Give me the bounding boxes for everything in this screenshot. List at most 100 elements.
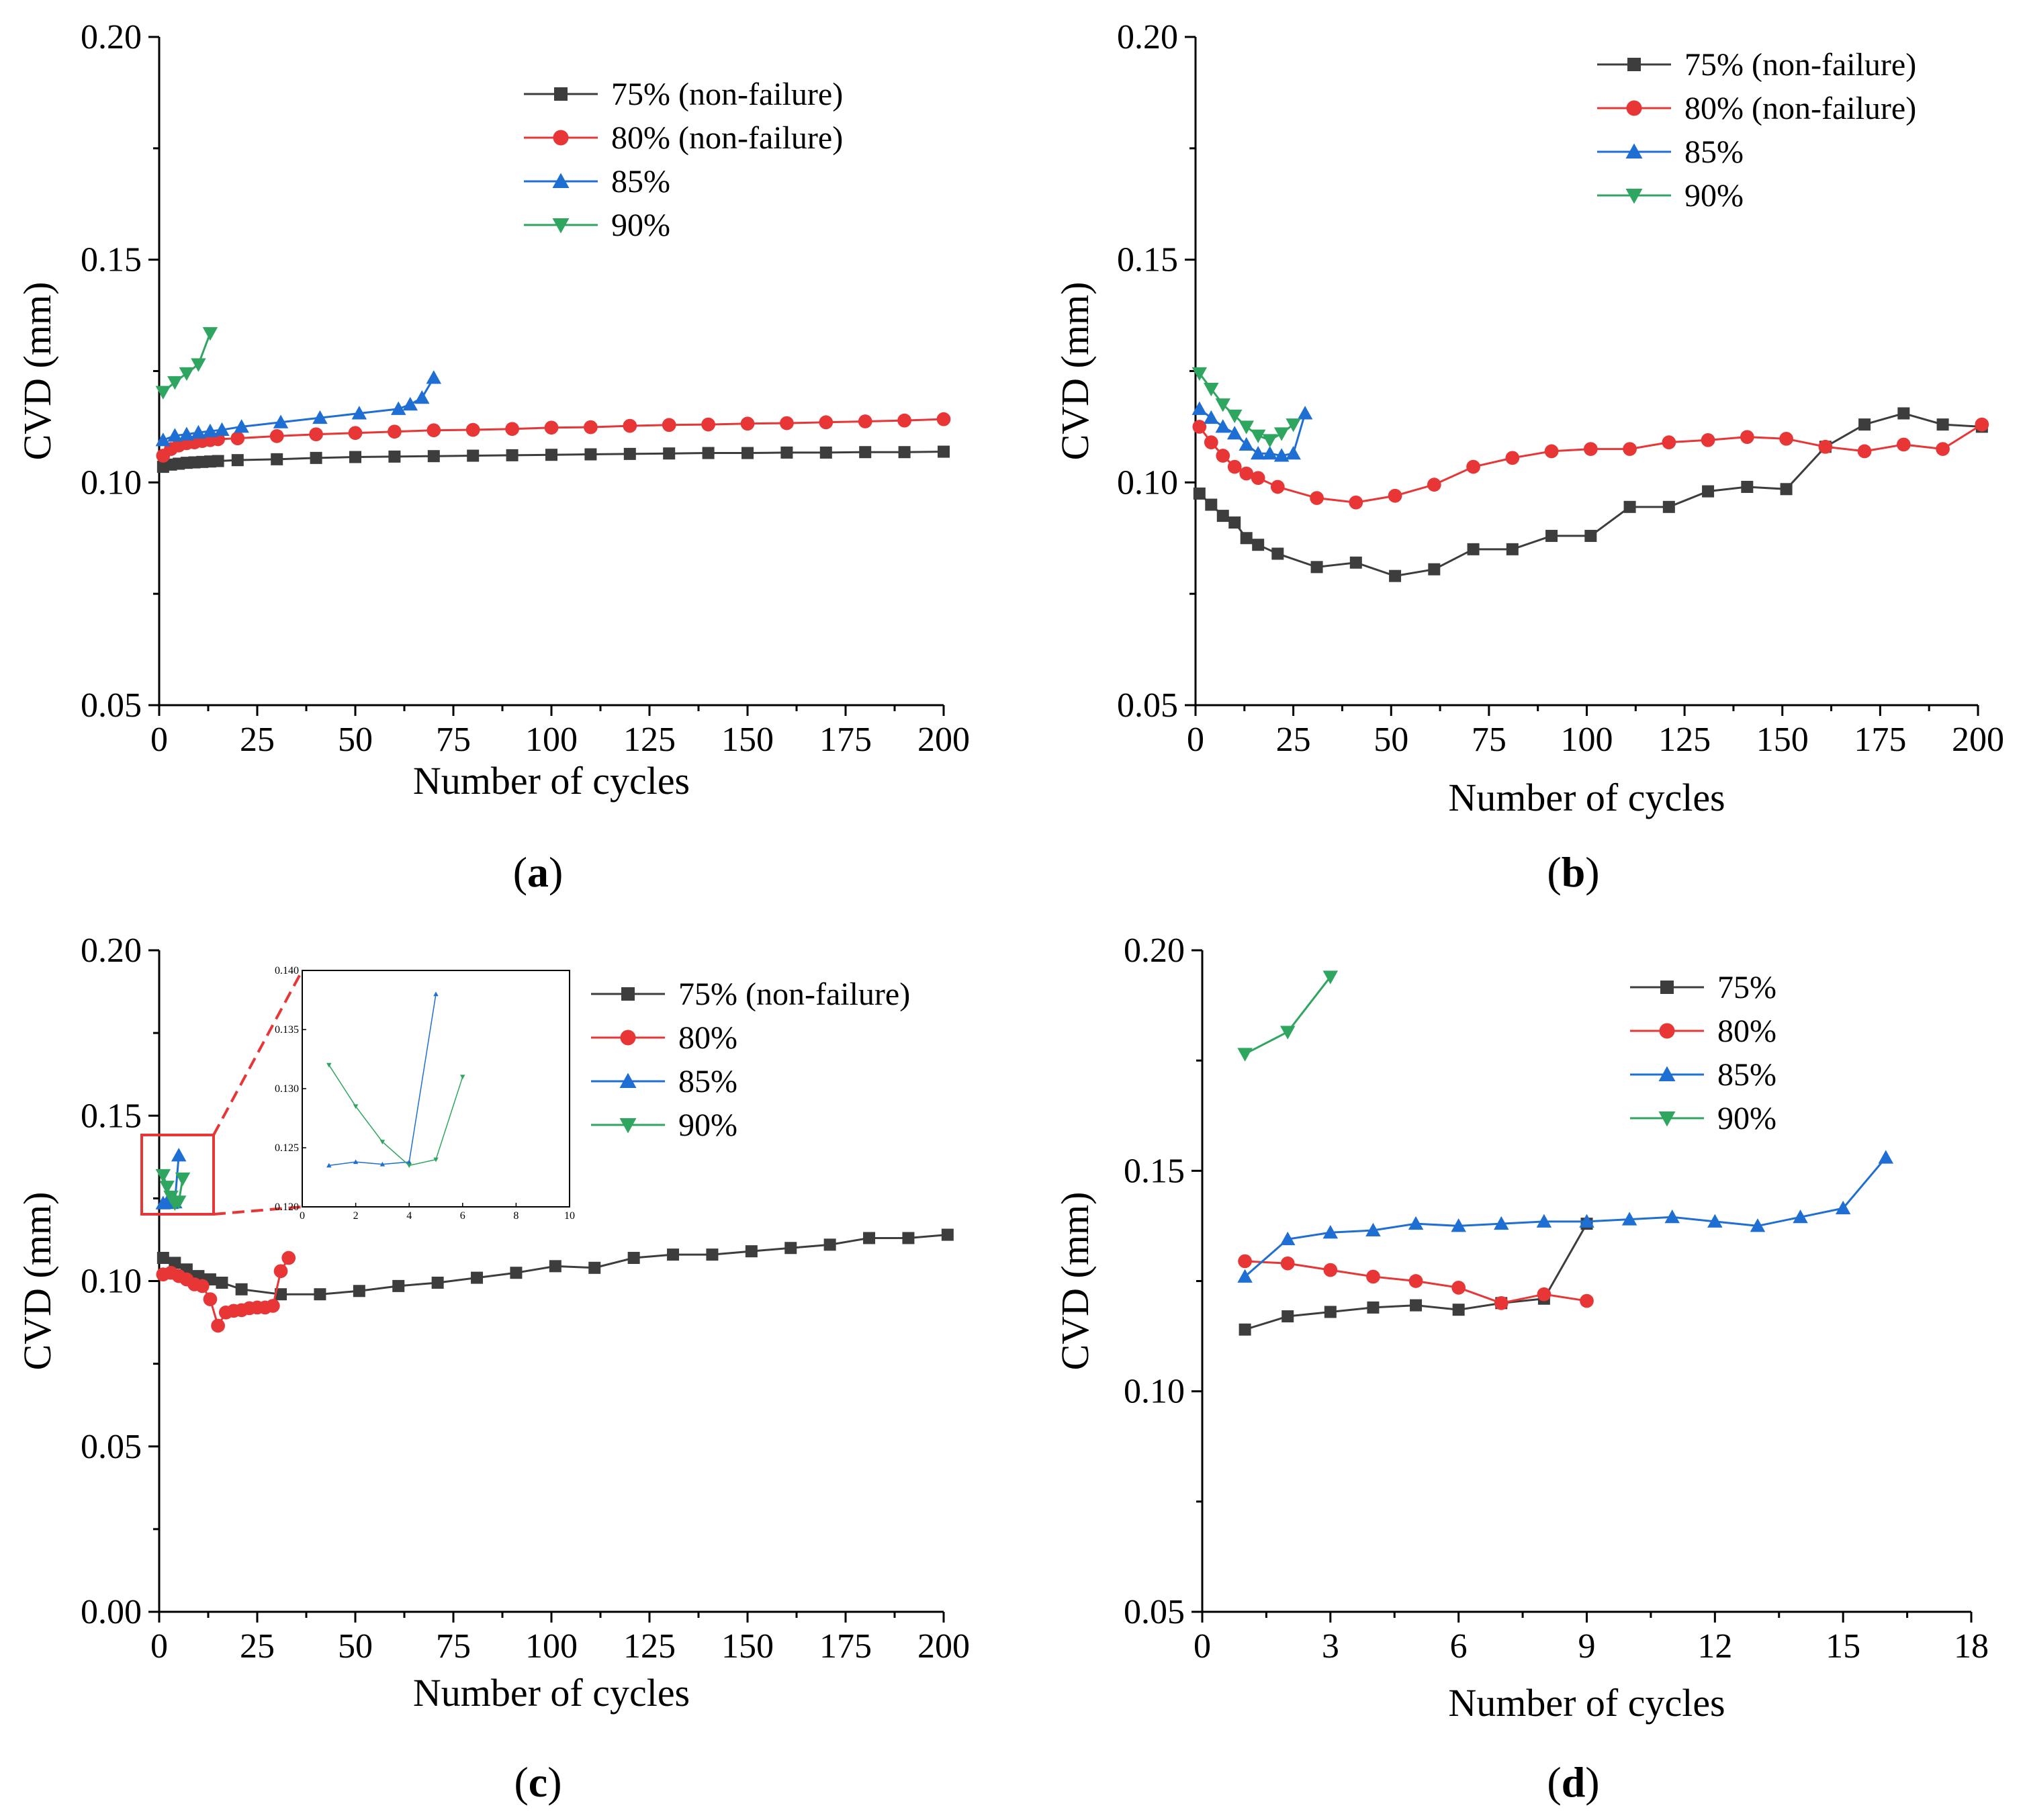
data-point	[1191, 401, 1208, 415]
data-point	[1273, 448, 1290, 462]
data-point	[266, 1299, 280, 1313]
legend-marker	[1658, 1111, 1676, 1127]
data-point	[1452, 1304, 1465, 1316]
legend-label: 80%	[678, 1020, 737, 1056]
caption-open-paren: (	[1547, 1758, 1561, 1806]
data-point	[159, 1181, 175, 1195]
inset-series-90%	[326, 1062, 465, 1169]
y-tick-label: 0.15	[1117, 241, 1178, 279]
data-point	[1494, 1216, 1509, 1230]
x-tick-label: 175	[1854, 721, 1906, 759]
y-tick-label: 0.05	[1117, 686, 1178, 725]
legend: 75% (non-failure) 80% (non-failure) 85% 90%	[1597, 47, 1916, 214]
data-point	[1270, 480, 1285, 494]
data-point	[351, 406, 367, 420]
data-point	[465, 422, 480, 437]
data-point	[414, 390, 430, 404]
data-point	[1428, 563, 1441, 576]
data-point	[1239, 466, 1254, 481]
data-point	[156, 1252, 169, 1265]
inset-data-point	[353, 1159, 359, 1165]
data-point	[1858, 418, 1871, 431]
data-point	[1297, 406, 1313, 420]
data-point	[1662, 435, 1676, 449]
x-tick-label: 0	[150, 721, 168, 759]
x-tick-label: 18	[1954, 1627, 1989, 1666]
data-point	[392, 1279, 405, 1292]
inset-frame	[302, 970, 570, 1208]
caption-open-paren: (	[513, 848, 527, 896]
data-point	[179, 426, 195, 441]
data-point	[936, 412, 951, 426]
data-point	[1193, 487, 1206, 500]
data-point	[1467, 543, 1480, 555]
data-point	[1250, 445, 1266, 460]
caption-letter: a	[527, 848, 549, 896]
data-point	[167, 428, 183, 442]
data-point	[202, 327, 218, 341]
data-point	[271, 453, 283, 465]
data-point	[1896, 437, 1911, 452]
data-point	[1281, 1310, 1294, 1323]
x-tick-label: 0	[150, 1627, 168, 1666]
x-tick-label: 50	[338, 1627, 373, 1666]
data-point	[1238, 1254, 1252, 1269]
data-point	[402, 397, 418, 411]
panel-caption: (a)	[513, 848, 564, 896]
data-point	[171, 1148, 187, 1162]
x-tick-label: 200	[917, 721, 970, 759]
data-point	[1878, 1150, 1894, 1164]
data-point	[216, 1276, 228, 1289]
data-point	[155, 1169, 171, 1183]
data-point	[1286, 418, 1301, 433]
series-85%	[1237, 1150, 1894, 1283]
series-75% (non-failure)	[156, 445, 950, 473]
legend-label: 90%	[678, 1107, 737, 1143]
x-axis-label: Number of cycles	[413, 759, 690, 803]
x-tick-label: 50	[338, 721, 373, 759]
data-point	[1579, 1214, 1594, 1228]
y-axis-label: CVD (mm)	[15, 1192, 59, 1371]
x-axis-label: Number of cycles	[1448, 776, 1725, 819]
y-tick-label: 0.20	[81, 931, 142, 970]
x-axis-label: Number of cycles	[1448, 1681, 1725, 1725]
legend-marker	[1626, 100, 1642, 116]
legend: 75% (non-failure) 80% (non-failure) 85% 90%	[524, 77, 843, 243]
legend: 75% 80% 85% 90%	[1630, 970, 1776, 1136]
x-tick-label: 12	[1697, 1627, 1732, 1666]
data-point	[191, 424, 206, 439]
legend-label: 85%	[678, 1064, 737, 1099]
data-point	[740, 416, 755, 431]
data-point	[1580, 1293, 1594, 1308]
x-tick-label: 75	[436, 721, 471, 759]
data-point	[202, 423, 218, 438]
data-point	[273, 1264, 288, 1279]
legend-marker	[619, 1118, 637, 1134]
inset-data-point	[433, 1157, 439, 1163]
data-point	[1237, 1048, 1253, 1062]
x-tick-label: 200	[917, 1627, 970, 1666]
legend-marker	[620, 1030, 636, 1046]
data-point	[1408, 1216, 1424, 1230]
series-80%	[156, 1250, 296, 1333]
data-point	[1239, 420, 1254, 435]
data-point	[823, 1238, 836, 1251]
x-tick-label: 6	[1450, 1627, 1468, 1666]
data-point	[863, 1232, 876, 1244]
inset-y-tick-label: 0.125	[275, 1142, 299, 1154]
data-point	[1835, 1200, 1851, 1215]
legend-marker	[1660, 981, 1674, 994]
legend-marker	[552, 173, 570, 188]
data-point	[663, 447, 676, 460]
data-point	[427, 450, 440, 463]
zoom-region-box	[140, 1134, 215, 1216]
zoom-connector	[213, 1205, 303, 1216]
legend-label: 90%	[1717, 1101, 1776, 1136]
inset-data-point	[433, 991, 439, 997]
data-point	[388, 450, 401, 463]
data-point	[1583, 442, 1598, 456]
data-point	[1215, 398, 1231, 412]
data-point	[1466, 459, 1480, 474]
x-tick-label: 3	[1322, 1627, 1339, 1666]
